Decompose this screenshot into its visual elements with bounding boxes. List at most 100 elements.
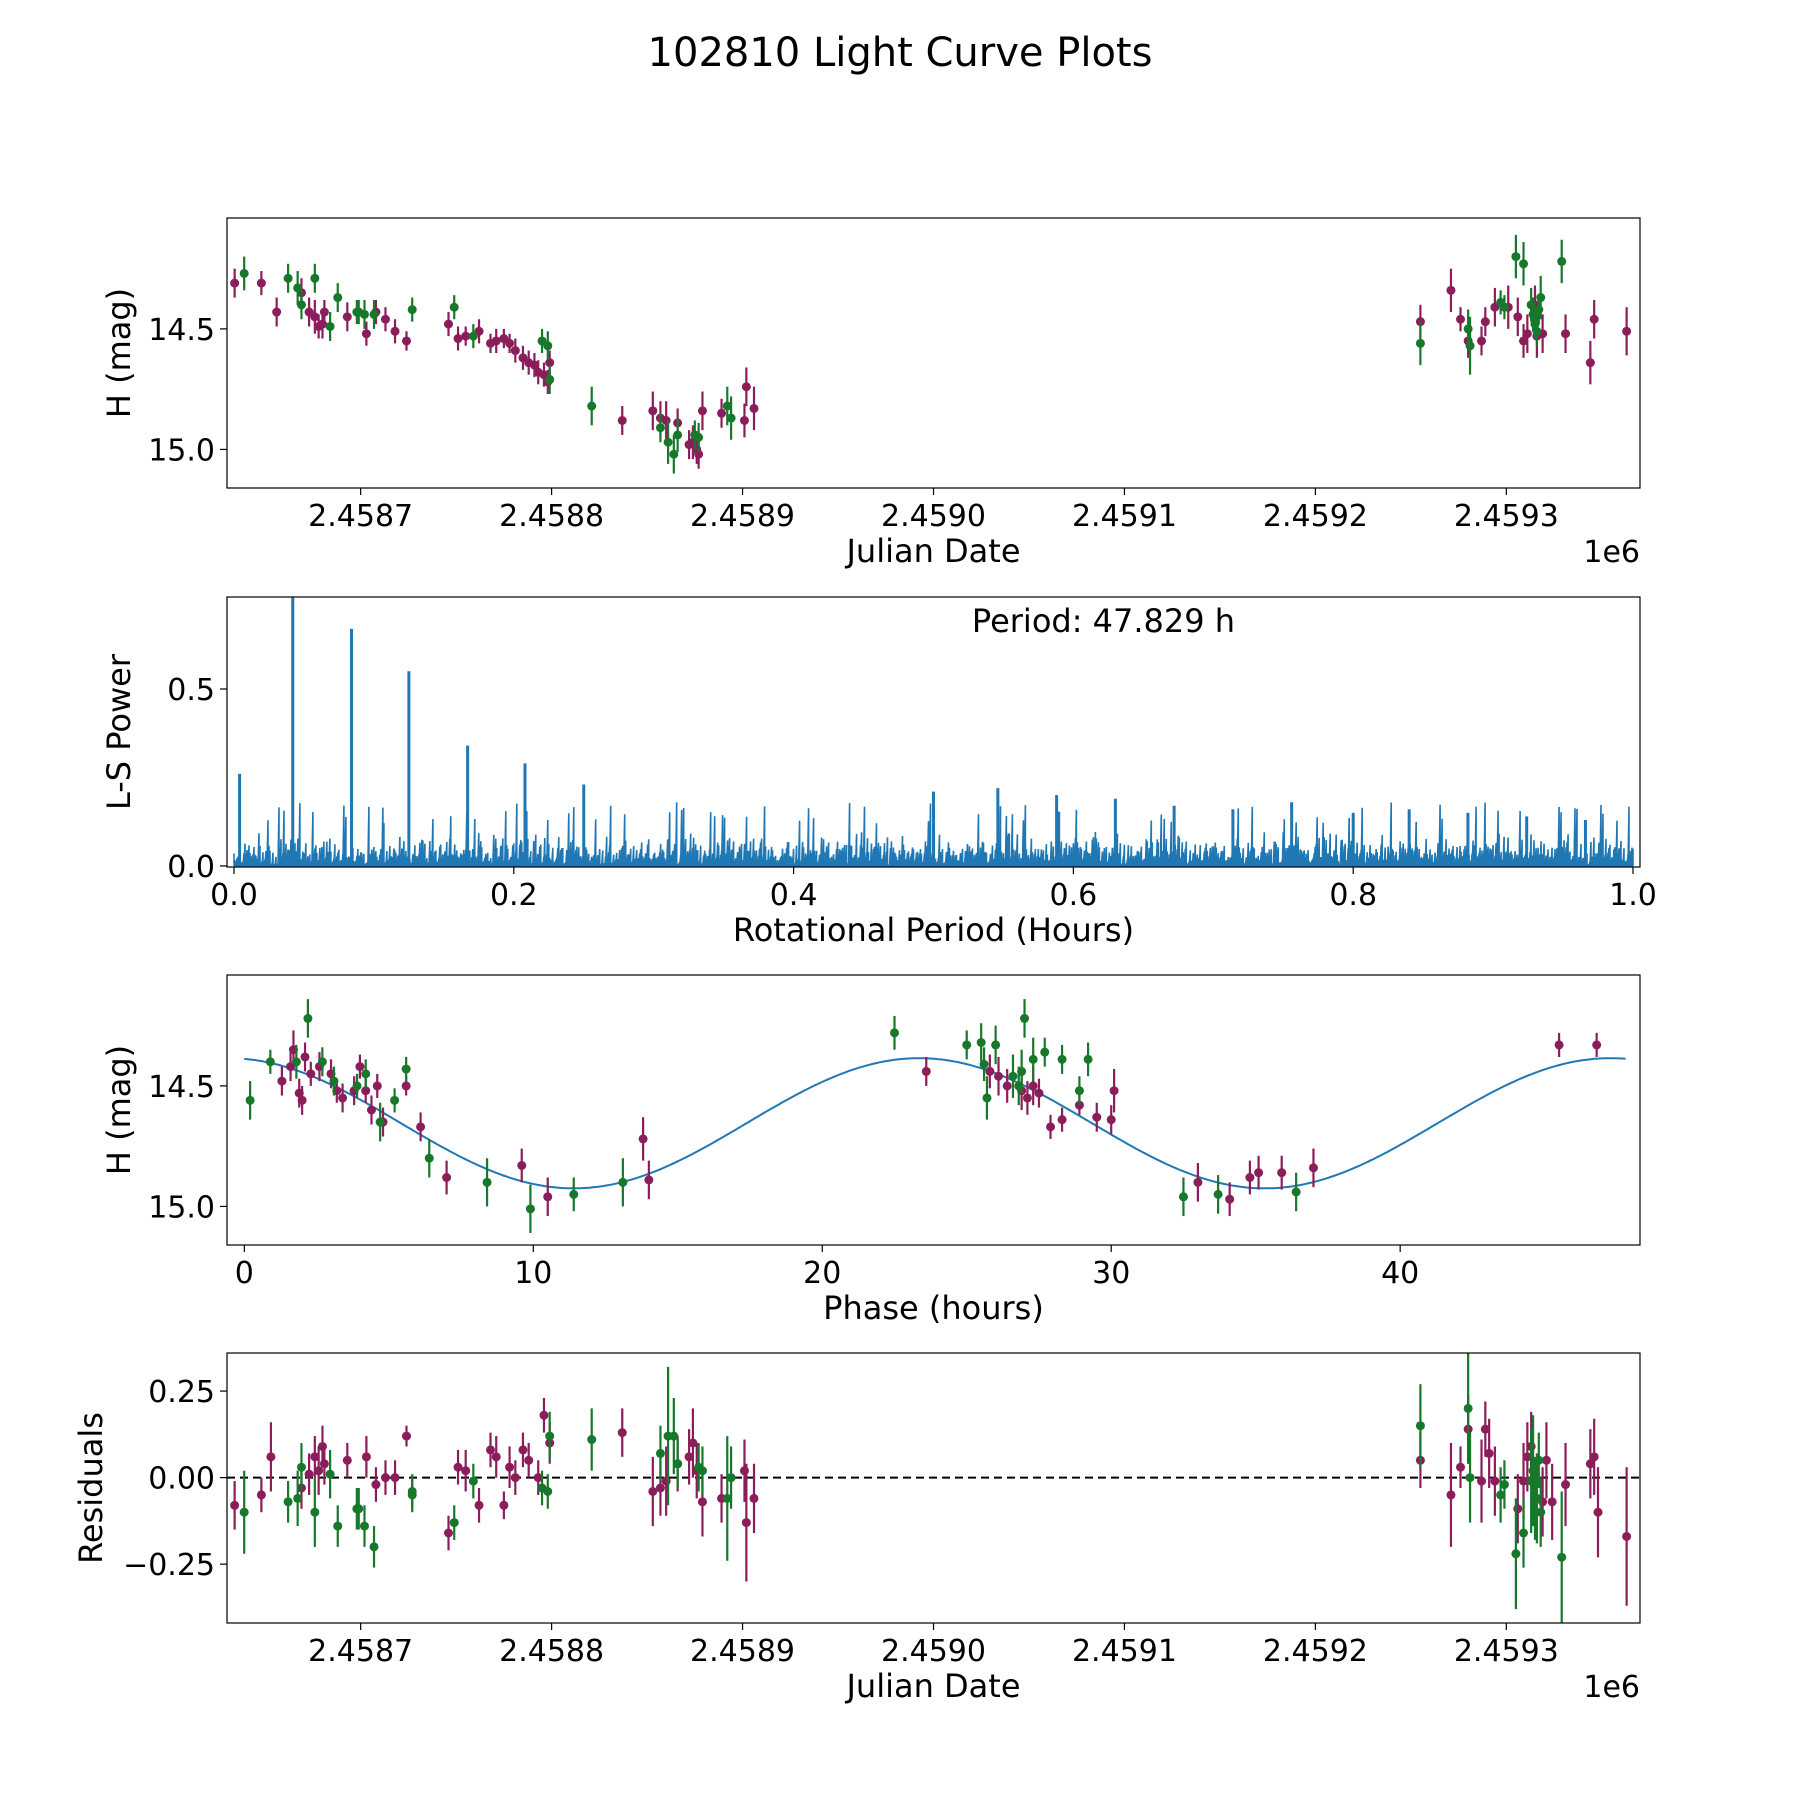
data-point [325, 321, 335, 331]
data-point [741, 382, 751, 392]
data-point [325, 1469, 335, 1479]
data-point [461, 331, 471, 341]
data-point [722, 1493, 732, 1503]
data-point [749, 1493, 759, 1503]
data-point [1463, 324, 1473, 334]
data-point [1484, 1448, 1494, 1458]
data-point [1585, 1459, 1595, 1469]
data-point [1557, 1552, 1567, 1562]
data-point [1046, 1122, 1056, 1132]
data-point [1415, 1421, 1425, 1431]
data-point [994, 1071, 1004, 1081]
data-point [1534, 305, 1544, 315]
data-point [443, 1528, 453, 1538]
data-point [979, 1059, 989, 1069]
data-point [1536, 293, 1546, 303]
data-point [525, 1204, 535, 1214]
data-point [1456, 314, 1466, 324]
series-r [277, 1030, 1602, 1217]
data-point [319, 1459, 329, 1469]
data-point [1593, 1507, 1603, 1517]
data-point [741, 1518, 751, 1528]
data-point [1561, 1480, 1571, 1490]
data-point [239, 268, 249, 278]
x-tick-label: 2.4591 [1072, 1634, 1177, 1669]
data-point [1465, 341, 1475, 351]
data-point [296, 300, 306, 310]
x-tick-label: 0.8 [1329, 878, 1377, 913]
period-annotation: Period: 47.829 h [972, 602, 1235, 640]
data-point [1254, 1168, 1264, 1178]
data-point [1622, 326, 1632, 336]
data-point [684, 1452, 694, 1462]
data-point [1178, 1192, 1188, 1202]
data-point [694, 432, 704, 442]
data-point [569, 1189, 579, 1199]
data-point [449, 1518, 459, 1528]
y-tick-label: 15.0 [148, 1190, 215, 1225]
data-point [499, 1500, 509, 1510]
data-point [518, 1445, 528, 1455]
data-point [1490, 1476, 1500, 1486]
x-axis-label: Rotational Period (Hours) [733, 911, 1134, 949]
light-curve-axes: 2.4587 2.4588 2.4589 2.4590 2.4591 2.4592 2.45… [100, 217, 1641, 570]
data-point [1519, 336, 1529, 346]
data-point [372, 1081, 382, 1091]
data-point [1020, 1013, 1030, 1023]
data-point [1014, 1081, 1024, 1091]
data-point [390, 1473, 400, 1483]
data-point [1536, 1507, 1546, 1517]
data-point [618, 1177, 628, 1187]
x-tick-label: 20 [803, 1256, 841, 1291]
data-point [342, 312, 352, 322]
data-point [617, 416, 627, 425]
x-axis-label: Julian Date [844, 1667, 1020, 1705]
data-point [303, 1013, 313, 1023]
data-point [726, 413, 736, 423]
data-point [239, 1507, 249, 1517]
series-g [239, 234, 1567, 474]
data-point [272, 307, 282, 317]
x-tick-label: 0.0 [210, 878, 258, 913]
x-tick-label: 2.4587 [308, 1634, 413, 1669]
data-point [1446, 1490, 1456, 1500]
data-point [1557, 256, 1567, 266]
data-point [1002, 1081, 1012, 1091]
data-point [380, 314, 390, 324]
figure-title: 102810 Light Curve Plots [648, 30, 1153, 76]
data-point [962, 1040, 972, 1050]
x-axis-label: Julian Date [844, 532, 1020, 570]
data-point [1561, 329, 1571, 339]
data-point [333, 293, 343, 303]
data-point [380, 1473, 390, 1483]
data-point [265, 1057, 275, 1067]
data-point [342, 1455, 352, 1465]
data-point [314, 1466, 324, 1476]
x-tick-label: 0.4 [770, 878, 818, 913]
data-point [505, 338, 515, 348]
data-point [722, 401, 732, 411]
data-point [1519, 1476, 1529, 1486]
data-point [277, 1076, 287, 1086]
data-point [545, 1431, 555, 1441]
data-point [1465, 1473, 1475, 1483]
data-point [661, 416, 671, 425]
data-point [1480, 317, 1490, 327]
data-point [293, 283, 303, 293]
x-tick-label: 2.4592 [1263, 499, 1368, 534]
y-tick-label: 0.0 [167, 850, 215, 885]
data-point [317, 319, 327, 329]
data-point [739, 1466, 749, 1476]
data-point [545, 358, 555, 368]
data-point [361, 1069, 371, 1079]
data-point [443, 319, 453, 329]
data-point [1106, 1115, 1116, 1125]
data-point [390, 326, 400, 336]
y-tick-label: 0.5 [167, 673, 215, 708]
data-point [1008, 1071, 1018, 1081]
data-point [1291, 1187, 1301, 1197]
data-point [468, 1476, 478, 1486]
data-point [352, 1081, 362, 1091]
